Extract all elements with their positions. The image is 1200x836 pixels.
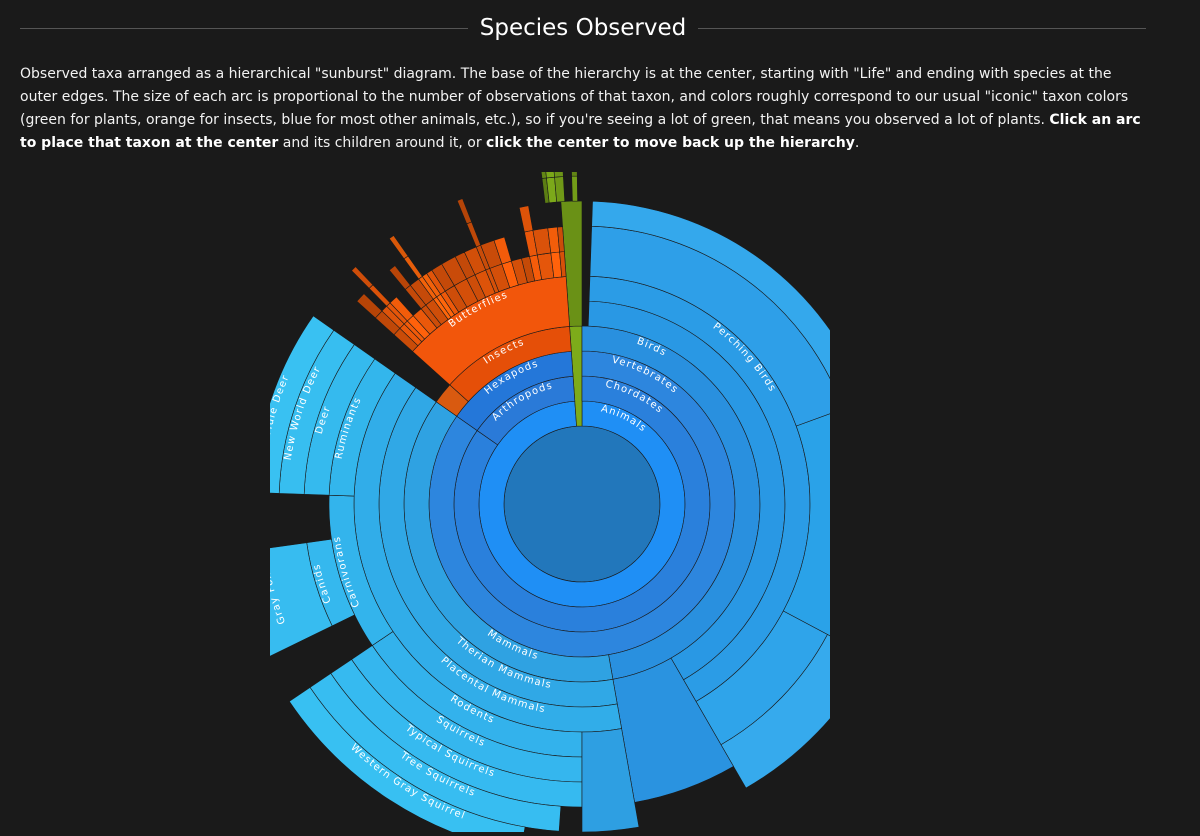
sunburst-description: Observed taxa arranged as a hierarchical… — [20, 63, 1150, 155]
description-text: and its children around it, or — [278, 135, 487, 151]
sunburst-chart[interactable]: AnimalsChordatesVertebratesBirdsPerching… — [270, 172, 830, 832]
arc-gray-fox[interactable] — [270, 542, 333, 659]
sunburst-center[interactable] — [503, 425, 661, 583]
arc-insect-species[interactable] — [351, 266, 374, 289]
description-click-center-hint: click the center to move back up the hie… — [486, 135, 855, 151]
arc-insect-species[interactable] — [518, 205, 534, 233]
arc-orange-inner[interactable] — [435, 384, 469, 417]
sunburst-arcs — [270, 172, 830, 832]
header-rule-right — [698, 27, 1147, 29]
arc-thrushes[interactable] — [782, 400, 830, 646]
section-header: Species Observed — [20, 10, 1147, 46]
arc-insect-species[interactable] — [557, 226, 565, 253]
arc-plant-species[interactable] — [552, 172, 564, 178]
arc-other-mammals[interactable] — [581, 728, 640, 832]
arc-insect-species[interactable] — [403, 255, 423, 280]
header-rule-left — [20, 27, 468, 29]
description-text: . — [854, 135, 860, 151]
arc-plant-species[interactable] — [539, 172, 547, 179]
arc-insect-species[interactable] — [466, 221, 482, 248]
description-text: Observed taxa arranged as a hierarchical… — [20, 66, 1129, 128]
arc-plant-species[interactable] — [571, 172, 578, 177]
arc-insect-species[interactable] — [388, 235, 409, 260]
description-click-arc-hint: Click an arc to place that taxon at the … — [20, 112, 1141, 151]
arc-western-gray-squirrel[interactable] — [288, 686, 526, 832]
page-title: Species Observed — [479, 15, 687, 41]
arc-insect-species[interactable] — [388, 265, 411, 290]
arc-mule-deer[interactable] — [270, 315, 335, 494]
arc-insect-species[interactable] — [456, 198, 472, 225]
arc-bird-species-a[interactable] — [591, 200, 830, 409]
arc-plant-species[interactable] — [571, 175, 578, 202]
arc-plant-species[interactable] — [554, 176, 566, 203]
